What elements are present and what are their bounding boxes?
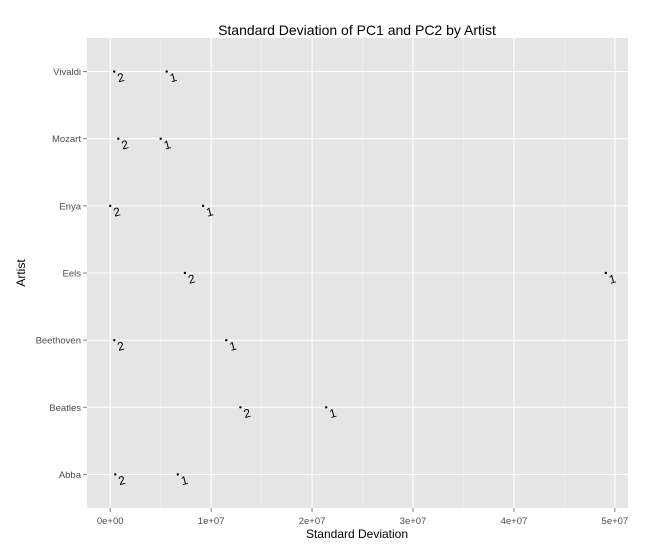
data-point xyxy=(604,271,607,275)
x-tick-label: 0e+00 xyxy=(97,516,124,527)
data-label: 2 xyxy=(120,137,130,152)
y-tick-label: Beatles xyxy=(49,403,81,414)
grid xyxy=(87,38,628,508)
data-point xyxy=(201,204,205,208)
data-label: 1 xyxy=(179,473,189,488)
data-label: 2 xyxy=(117,473,127,488)
data-label: 1 xyxy=(162,137,172,152)
data-label: 2 xyxy=(116,70,126,85)
data-label: 2 xyxy=(186,271,196,286)
data-point xyxy=(239,406,242,409)
x-tick-label: 2e+07 xyxy=(299,516,326,527)
y-tick-label: Enya xyxy=(59,201,81,212)
data-point xyxy=(159,137,162,140)
data-label: 1 xyxy=(328,406,338,421)
y-tick-label: Eels xyxy=(63,269,82,280)
data-point xyxy=(114,473,117,476)
y-tick-label: Beethoven xyxy=(36,336,81,347)
data-point xyxy=(117,137,120,140)
data-label: 1 xyxy=(607,271,617,286)
data-label: 1 xyxy=(228,339,238,354)
data-point xyxy=(113,70,116,73)
data-points: 1 1 1 1 1 1 1 2 2 2 2 2 2 2 xyxy=(109,70,618,488)
x-tick-label: 3e+07 xyxy=(400,516,427,527)
data-point xyxy=(325,406,328,409)
x-axis-title: Standard Deviation xyxy=(306,527,408,541)
data-point xyxy=(165,70,168,73)
y-axis-title: Artist xyxy=(14,259,28,287)
y-tick-label: Abba xyxy=(59,470,82,481)
data-label: 1 xyxy=(168,70,178,85)
data-point xyxy=(225,338,228,342)
x-tick-label: 4e+07 xyxy=(501,516,528,527)
data-point xyxy=(109,204,112,208)
x-tick-label: 1e+07 xyxy=(198,516,225,527)
chart-title: Standard Deviation of PC1 and PC2 by Art… xyxy=(218,22,496,38)
y-tick-label: Vivaldi xyxy=(53,67,81,78)
data-label: 2 xyxy=(112,204,122,219)
data-point xyxy=(183,271,187,275)
x-axis: 0e+00 1e+07 2e+07 3e+07 4e+07 5e+07 xyxy=(97,508,628,527)
data-point xyxy=(176,473,180,476)
data-label: 2 xyxy=(242,406,252,421)
data-label: 2 xyxy=(116,339,126,354)
x-tick-label: 5e+07 xyxy=(602,516,629,527)
data-point xyxy=(113,338,116,342)
data-label: 1 xyxy=(205,204,215,219)
y-tick-label: Mozart xyxy=(52,134,81,145)
y-axis: Abba Beatles Beethoven Eels Enya Mozart Vivald… xyxy=(36,67,87,481)
